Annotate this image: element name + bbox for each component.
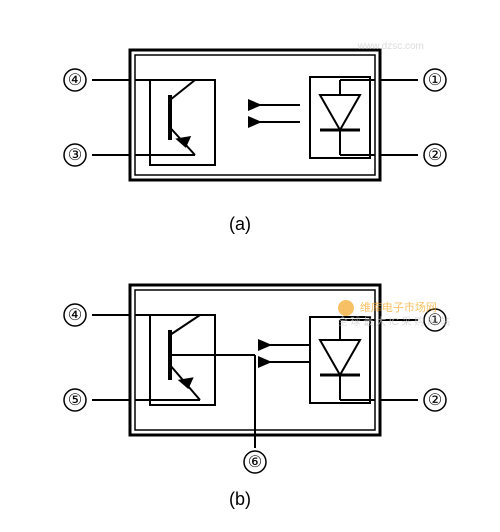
svg-text:④: ④ bbox=[68, 72, 82, 89]
circuit-svg: ④③①②(a)④⑤①②⑥(b) bbox=[0, 0, 500, 532]
svg-text:③: ③ bbox=[68, 147, 82, 164]
watermark: 维库电子市场网 全 球 最 大 IC 采 购 网 站 www.dzsc.com bbox=[338, 300, 450, 329]
svg-text:⑤: ⑤ bbox=[68, 392, 82, 409]
svg-text:(a): (a) bbox=[229, 214, 251, 234]
svg-text:②: ② bbox=[428, 392, 442, 409]
svg-text:⑥: ⑥ bbox=[248, 454, 262, 471]
svg-text:②: ② bbox=[428, 147, 442, 164]
optocoupler-diagram: ④③①②(a)④⑤①②⑥(b) 维库电子市场网 全 球 最 大 IC 采 购 网… bbox=[0, 0, 500, 532]
watermark-logo-icon bbox=[338, 300, 354, 316]
svg-text:④: ④ bbox=[68, 307, 82, 324]
svg-text:①: ① bbox=[428, 72, 442, 89]
watermark-text-2: 全 球 最 大 IC 采 购 网 站 bbox=[338, 316, 450, 329]
watermark-text-1: 维库电子市场网 bbox=[360, 302, 437, 314]
watermark-url: www.dzsc.com bbox=[358, 40, 424, 53]
svg-text:(b): (b) bbox=[229, 489, 251, 509]
